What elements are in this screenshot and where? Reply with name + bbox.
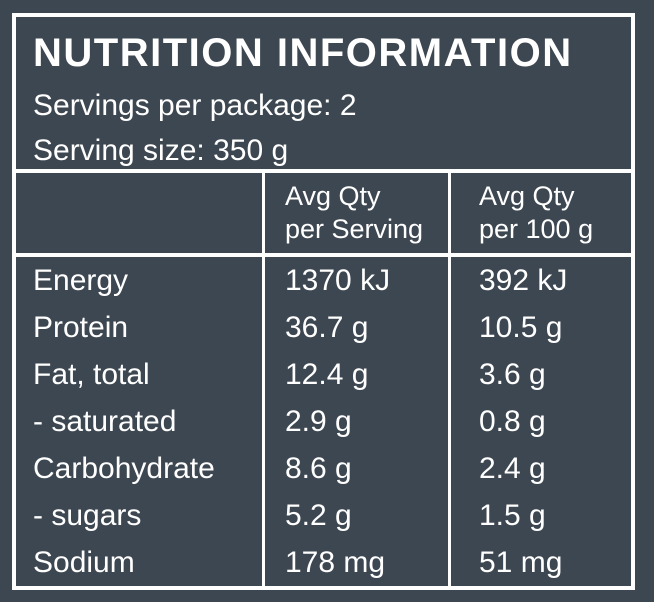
value-per-100g: 3.6 g	[448, 351, 631, 398]
value-per-serving: 12.4 g	[262, 351, 448, 398]
nutrient-row-carbohydrate: Carbohydrate 8.6 g 2.4 g	[16, 445, 631, 492]
value-per-100g: 1.5 g	[448, 492, 631, 539]
nutrient-label: Carbohydrate	[33, 451, 215, 485]
table-header-row: Avg Qty per Serving Avg Qty per 100 g	[16, 173, 631, 257]
value-per-serving: 36.7 g	[262, 304, 448, 351]
value-per-100g: 51 mg	[448, 539, 631, 586]
col-header-nutrient	[16, 173, 262, 253]
nutrient-label: - saturated	[33, 404, 177, 438]
value-per-100g: 2.4 g	[448, 445, 631, 492]
nutrient-row-saturated: - saturated 2.9 g 0.8 g	[16, 398, 631, 445]
value-per-serving: 2.9 g	[262, 398, 448, 445]
col-header-per-100g-line2: per 100 g	[479, 214, 594, 244]
servings-per-package: Servings per package: 2	[33, 89, 357, 122]
nutrient-row-sodium: Sodium 178 mg 51 mg	[16, 539, 631, 586]
table-body: Energy 1370 kJ 392 kJ Protein 36.7 g 10.…	[16, 257, 631, 586]
value-per-serving: 8.6 g	[262, 445, 448, 492]
nutrient-row-energy: Energy 1370 kJ 392 kJ	[16, 257, 631, 304]
panel-title: NUTRITION INFORMATION	[33, 31, 573, 75]
col-header-per-100g: Avg Qty per 100 g	[448, 173, 631, 253]
nutrient-label: Protein	[33, 310, 129, 344]
nutrient-row-fat-total: Fat, total 12.4 g 3.6 g	[16, 351, 631, 398]
nutrient-label: Fat, total	[33, 357, 150, 391]
value-per-serving: 5.2 g	[262, 492, 448, 539]
nutrient-row-protein: Protein 36.7 g 10.5 g	[16, 304, 631, 351]
value-per-serving: 1370 kJ	[262, 257, 448, 304]
col-header-per-serving-line1: Avg Qty	[285, 181, 381, 211]
nutrient-label: Energy	[33, 263, 129, 297]
col-header-per-100g-line1: Avg Qty	[479, 181, 575, 211]
col-header-per-serving: Avg Qty per Serving	[262, 173, 448, 253]
panel-intro: NUTRITION INFORMATION Servings per packa…	[16, 17, 631, 169]
serving-size: Serving size: 350 g	[33, 134, 289, 167]
nutrient-label: - sugars	[33, 498, 142, 532]
value-per-100g: 0.8 g	[448, 398, 631, 445]
col-header-per-serving-line2: per Serving	[285, 214, 424, 244]
panel-frame: NUTRITION INFORMATION Servings per packa…	[12, 13, 635, 590]
value-per-100g: 392 kJ	[448, 257, 631, 304]
nutrient-label: Sodium	[33, 545, 135, 579]
nutrition-table: Avg Qty per Serving Avg Qty per 100 g En…	[16, 169, 631, 586]
value-per-serving: 178 mg	[262, 539, 448, 586]
value-per-100g: 10.5 g	[448, 304, 631, 351]
nutrient-row-sugars: - sugars 5.2 g 1.5 g	[16, 492, 631, 539]
